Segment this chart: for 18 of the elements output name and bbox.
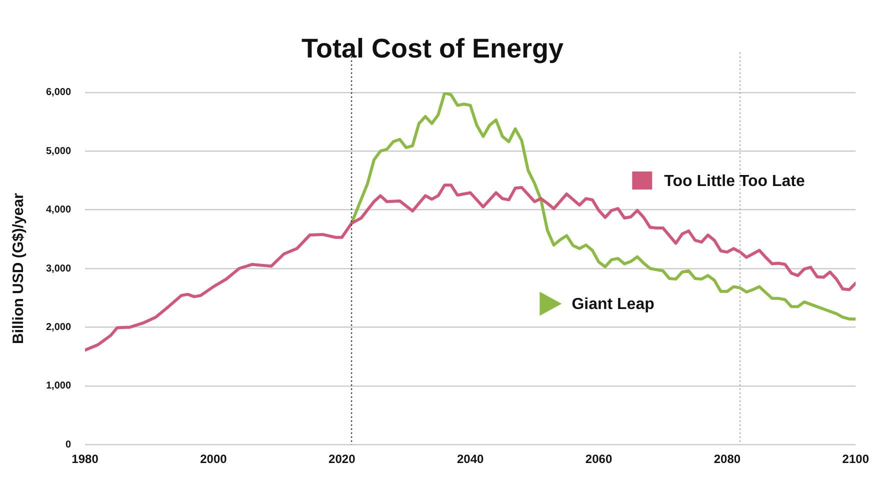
x-tick-label: 2040 — [456, 452, 484, 466]
y-tick-label: 2,000 — [46, 322, 72, 333]
x-tick-label: 2000 — [200, 452, 228, 466]
x-tick-label: 2100 — [842, 452, 870, 466]
x-tick-label: 2080 — [714, 452, 741, 466]
legend-label: Too Little Too Late — [664, 172, 805, 190]
y-tick-label: 1,000 — [46, 380, 72, 392]
y-tick-label: 5,000 — [46, 146, 72, 157]
y-tick-label: 3,000 — [46, 263, 72, 274]
y-tick-label: 4,000 — [46, 204, 72, 216]
x-tick-label: 1980 — [72, 452, 99, 466]
y-tick-label: 0 — [65, 439, 72, 450]
chart-title: Total Cost of Energy — [301, 34, 564, 64]
y-tick-label: 6,000 — [46, 87, 72, 98]
x-tick-label: 2020 — [328, 452, 356, 466]
x-tick-label: 2060 — [585, 452, 612, 466]
legend-label: Giant Leap — [572, 296, 655, 314]
y-axis-title: Billion USD (G$)/year — [10, 192, 28, 344]
